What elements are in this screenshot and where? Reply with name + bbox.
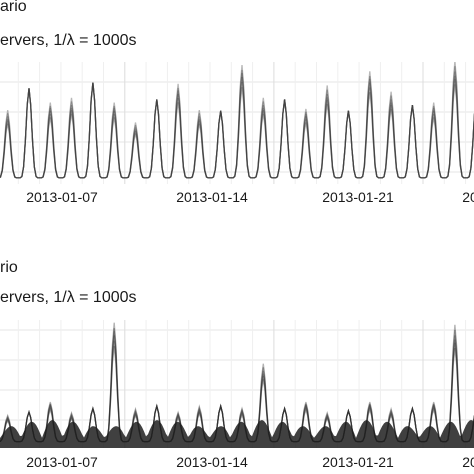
panel1-xtick-label: 2013-01-21 <box>322 189 394 205</box>
panel2-title: rio <box>0 259 18 276</box>
panel2-subtitle: ervers, 1/λ = 1000s <box>0 289 137 306</box>
panel1-series-line <box>0 62 474 179</box>
panel2-density-band <box>0 420 474 448</box>
panel2-xtick-label: 20 <box>462 454 474 470</box>
panel1-title: ario <box>0 0 27 15</box>
panel1-plot-area <box>0 62 474 184</box>
panel1-series-line <box>0 71 474 179</box>
panel1-series-line <box>0 69 474 179</box>
panel2-xtick-label: 2013-01-14 <box>176 454 248 470</box>
panel1-xtick-label: 2013-01-07 <box>26 189 98 205</box>
panel2-xtick-label: 2013-01-21 <box>322 454 394 470</box>
panel1-series-line <box>0 66 474 179</box>
panel1-series-line <box>0 64 474 179</box>
panel1-subtitle: ervers, 1/λ = 1000s <box>0 32 137 49</box>
panel2-xtick-label: 2013-01-07 <box>26 454 98 470</box>
panel2-plot-area <box>0 320 474 448</box>
panel1-xtick-label: 20 <box>462 189 474 205</box>
panel1-series-line <box>0 73 474 179</box>
panel1-xtick-label: 2013-01-14 <box>176 189 248 205</box>
